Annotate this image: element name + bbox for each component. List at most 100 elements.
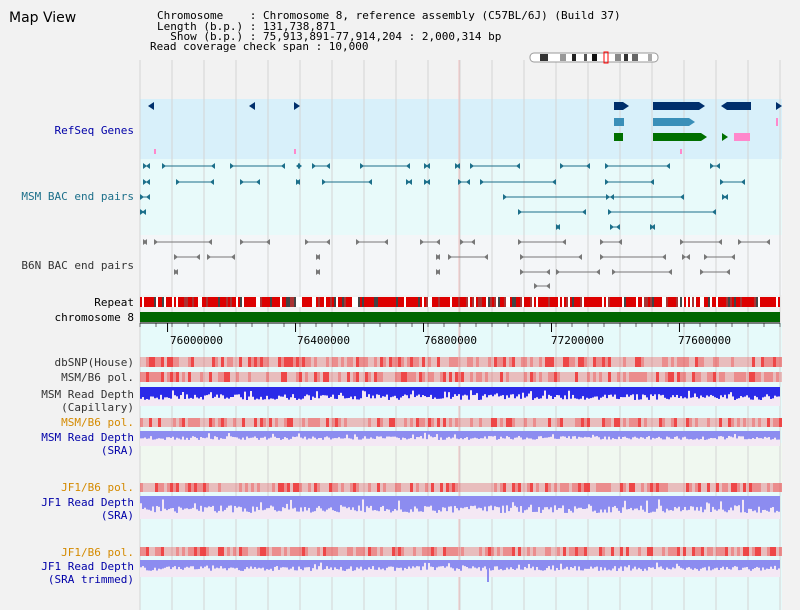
polymorphism-bin bbox=[407, 483, 410, 492]
bac-end-marker bbox=[610, 224, 614, 230]
depth-bin bbox=[268, 560, 270, 570]
polymorphism-bin bbox=[734, 357, 737, 367]
depth-bin bbox=[544, 496, 546, 508]
track-label-jf1-b6-pol-2[interactable]: JF1/B6 pol. bbox=[61, 546, 134, 559]
track-label-dbsnp[interactable]: dbSNP(House) bbox=[54, 356, 134, 369]
track-label-b6n-bac[interactable]: B6N BAC end pairs bbox=[21, 259, 134, 272]
depth-bin bbox=[154, 496, 156, 513]
polymorphism-bin bbox=[446, 483, 449, 492]
bac-end-marker bbox=[143, 163, 147, 169]
polymorphism-bin bbox=[263, 357, 266, 367]
depth-bin bbox=[396, 431, 398, 438]
depth-bin bbox=[774, 387, 776, 396]
track-label-jf1-b6-pol[interactable]: JF1/B6 pol. bbox=[61, 481, 134, 494]
gene-block bbox=[653, 118, 689, 126]
polymorphism-bin bbox=[569, 483, 572, 492]
depth-bin bbox=[536, 387, 538, 398]
track-label-msm-b6-pol-2[interactable]: MSM/B6 pol. bbox=[61, 416, 134, 429]
polymorphism-bin bbox=[149, 372, 152, 382]
polymorphism-bin bbox=[329, 372, 332, 382]
polymorphism-bin bbox=[701, 483, 704, 492]
repeat-segment bbox=[486, 297, 488, 307]
track-label-msm-b6-pol[interactable]: MSM/B6 pol. bbox=[61, 371, 134, 384]
depth-bin bbox=[630, 560, 632, 571]
depth-bin bbox=[156, 560, 158, 571]
polymorphism-bin bbox=[221, 418, 224, 427]
depth-bin bbox=[640, 560, 642, 570]
polymorphism-bin bbox=[437, 357, 440, 367]
repeat-segment bbox=[456, 297, 458, 307]
polymorphism-bin bbox=[518, 357, 521, 367]
repeat-segment bbox=[278, 297, 280, 307]
depth-bin bbox=[612, 560, 614, 569]
polymorphism-bin bbox=[281, 547, 284, 556]
gene-marker bbox=[776, 102, 782, 110]
repeat-segment bbox=[628, 297, 630, 307]
depth-bin bbox=[454, 560, 456, 571]
depth-bin bbox=[340, 560, 342, 567]
track-label-msm-bac[interactable]: MSM BAC end pairs bbox=[21, 190, 134, 203]
polymorphism-bin bbox=[575, 357, 578, 367]
polymorphism-bin bbox=[581, 483, 584, 492]
track-label-repeat[interactable]: Repeat bbox=[94, 296, 134, 309]
track-label-chromosome[interactable]: chromosome 8 bbox=[54, 311, 134, 324]
polymorphism-bin bbox=[656, 547, 659, 556]
depth-bin bbox=[632, 387, 634, 395]
polymorphism-bin bbox=[491, 357, 494, 367]
depth-bin bbox=[470, 560, 472, 569]
depth-bin bbox=[304, 496, 306, 508]
repeat-segment bbox=[698, 297, 700, 307]
track-label-msm-read-depth-sra[interactable]: MSM Read Depth (SRA) bbox=[41, 431, 134, 457]
repeat-segment bbox=[360, 297, 362, 307]
depth-bin bbox=[678, 560, 680, 567]
repeat-segment bbox=[606, 297, 608, 307]
polymorphism-bin bbox=[368, 547, 371, 556]
polymorphism-bin bbox=[431, 372, 434, 382]
depth-bin bbox=[458, 496, 460, 511]
depth-bin bbox=[148, 496, 150, 510]
repeat-segment bbox=[592, 297, 594, 307]
bac-end-marker bbox=[650, 179, 654, 185]
depth-bin bbox=[398, 496, 400, 501]
depth-bin bbox=[598, 431, 600, 438]
depth-bin bbox=[662, 387, 664, 395]
polymorphism-bin bbox=[773, 418, 776, 427]
polymorphism-bin bbox=[170, 372, 173, 382]
polymorphism-bin bbox=[704, 372, 707, 382]
polymorphism-bin bbox=[539, 547, 542, 556]
repeat-segment bbox=[284, 297, 286, 307]
depth-bin bbox=[580, 431, 582, 438]
depth-bin bbox=[642, 560, 644, 571]
repeat-segment bbox=[612, 297, 614, 307]
depth-bin bbox=[556, 560, 558, 568]
polymorphism-bin bbox=[662, 418, 665, 427]
repeat-segment bbox=[238, 297, 240, 307]
depth-bin bbox=[472, 431, 474, 439]
depth-bin bbox=[340, 431, 342, 439]
track-label-jf1-read-depth-trimmed[interactable]: JF1 Read Depth (SRA trimmed) bbox=[41, 560, 134, 586]
depth-bin bbox=[678, 431, 680, 439]
polymorphism-bin bbox=[467, 418, 470, 427]
depth-bin bbox=[490, 560, 492, 571]
polymorphism-bin bbox=[485, 357, 488, 367]
gene-tick bbox=[680, 149, 682, 154]
track-label-msm-read-depth-capillary[interactable]: MSM Read Depth (Capillary) bbox=[41, 388, 134, 414]
polymorphism-bin bbox=[710, 418, 713, 427]
polymorphism-bin bbox=[716, 547, 719, 556]
depth-bin bbox=[372, 496, 374, 511]
repeat-segment bbox=[304, 297, 306, 307]
depth-bin bbox=[484, 560, 486, 567]
repeat-segment bbox=[406, 297, 408, 307]
depth-bin bbox=[292, 496, 294, 509]
repeat-segment bbox=[320, 297, 322, 307]
depth-bin bbox=[150, 431, 152, 437]
polymorphism-bin bbox=[569, 372, 572, 382]
track-label-refseq[interactable]: RefSeq Genes bbox=[54, 124, 134, 137]
polymorphism-bin bbox=[143, 483, 146, 492]
depth-bin bbox=[634, 431, 636, 437]
length-info: Length (b.p.) : 131,738,871 bbox=[157, 20, 336, 33]
polymorphism-bin bbox=[269, 418, 272, 427]
depth-spike bbox=[487, 560, 489, 582]
depth-bin bbox=[650, 560, 652, 568]
track-label-jf1-read-depth-sra[interactable]: JF1 Read Depth (SRA) bbox=[41, 496, 134, 522]
